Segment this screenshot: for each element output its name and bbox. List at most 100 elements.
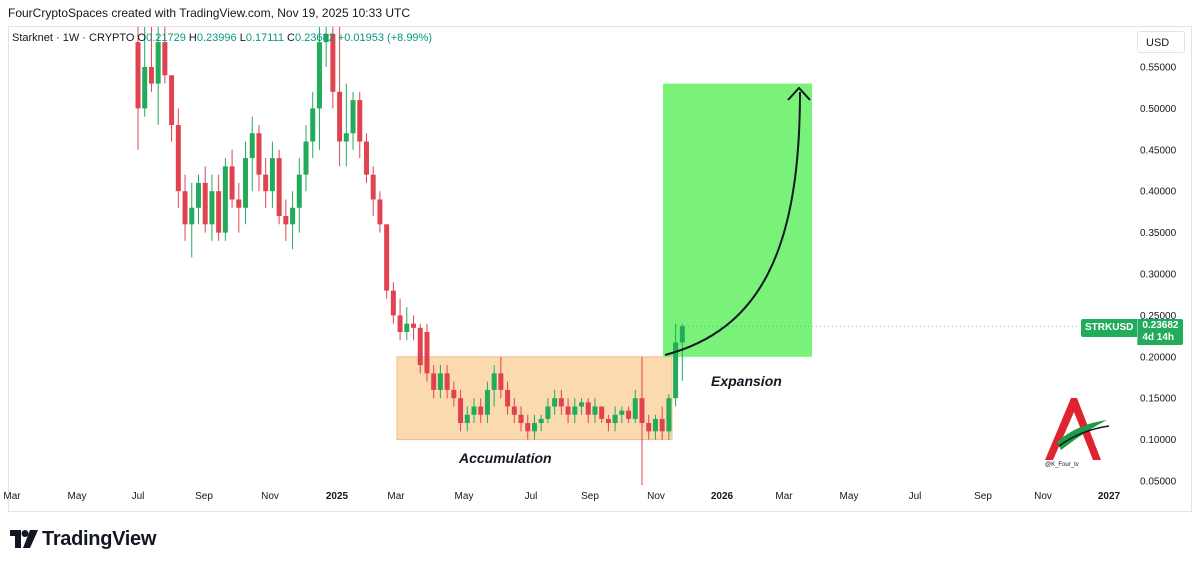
expansion-arrow (664, 91, 801, 356)
candle-body (626, 410, 632, 419)
candle-body (585, 402, 591, 415)
candle-body (572, 406, 578, 415)
candle-body (377, 199, 383, 225)
candle-body (189, 207, 195, 225)
candle-body (283, 216, 289, 225)
candle-body (498, 373, 504, 390)
candle-body (552, 398, 558, 407)
accumulation-label: Accumulation (459, 450, 552, 466)
candle-body (155, 42, 161, 84)
x-axis-tick-label: Mar (387, 491, 405, 502)
y-axis-tick-label: 0.20000 (1140, 352, 1177, 363)
candle-body (337, 91, 343, 142)
price-tag-symbol: STRKUSD (1081, 319, 1138, 337)
price-tag-value: 0.23682 4d 14h (1137, 319, 1183, 345)
candle-body (673, 342, 679, 399)
candle-body (195, 182, 201, 208)
y-axis-tick-label: 0.10000 (1140, 435, 1177, 446)
candle-body (464, 414, 470, 424)
candle-body (296, 174, 302, 208)
y-axis-tick-label: 0.55000 (1140, 63, 1177, 74)
y-axis-tick-label: 0.35000 (1140, 228, 1177, 239)
y-axis-tick-label: 0.25000 (1140, 311, 1177, 322)
candle-body (505, 389, 511, 407)
candle-body (162, 42, 168, 76)
candle-body (222, 166, 228, 233)
brand-name: TradingView (42, 527, 157, 550)
x-axis-tick-label: Mar (775, 491, 793, 502)
candle-body (310, 108, 316, 142)
candle-body (411, 323, 417, 328)
candle-body (417, 327, 423, 366)
candle-body (525, 423, 531, 432)
legend-close: 0.23682 (294, 32, 335, 44)
candle-body (148, 67, 154, 84)
candle-body (484, 389, 490, 415)
candle-body (263, 174, 269, 192)
candle-body (531, 423, 537, 432)
candle-body (646, 423, 652, 432)
candle-body (666, 398, 672, 432)
candle-body (659, 418, 665, 432)
y-axis-tick-label: 0.30000 (1140, 270, 1177, 281)
price-tag-price: 0.23682 (1142, 320, 1179, 331)
expansion-arrow-head (787, 86, 811, 101)
candle-body (363, 141, 369, 175)
candle-body (518, 414, 524, 424)
candle-body (169, 75, 175, 125)
candle-body (216, 191, 222, 233)
candle-body (142, 67, 148, 109)
candle-body (390, 290, 396, 316)
candle-body (323, 33, 329, 43)
candle-body (303, 141, 309, 175)
y-axis-tick-label: 0.15000 (1140, 394, 1177, 405)
candle-body (290, 207, 296, 225)
x-axis-tick-label: May (68, 491, 87, 502)
candle-body (276, 158, 282, 217)
x-axis-tick-label: 2025 (326, 491, 349, 502)
candle-body (612, 414, 618, 424)
candle-body (424, 331, 430, 374)
legend-open-label: O (137, 32, 147, 44)
x-axis-tick-label: Sep (195, 491, 213, 502)
y-axis-tick-label: 0.40000 (1140, 187, 1177, 198)
y-axis-tick-label: 0.45000 (1140, 145, 1177, 156)
last-price-tag: STRKUSD 0.23682 4d 14h (1081, 319, 1183, 345)
legend-low: 0.17111 (245, 32, 284, 44)
candle-body (558, 398, 564, 407)
candle-body (545, 406, 551, 419)
candle-body (343, 133, 349, 142)
price-tag-countdown: 4d 14h (1142, 332, 1175, 343)
candle-body (437, 373, 443, 390)
currency-button[interactable]: USD (1137, 31, 1185, 53)
chart-legend: Starknet · 1W · CRYPTO O0.21729 H0.23996… (12, 32, 432, 44)
candle-body (397, 315, 403, 332)
chart-frame (8, 26, 1192, 512)
x-axis-tick-label: Nov (647, 491, 665, 502)
chart-attribution: FourCryptoSpaces created with TradingVie… (8, 6, 410, 20)
candle-body (679, 326, 685, 343)
candle-body (491, 373, 497, 390)
legend-symbol: Starknet · 1W · CRYPTO (12, 32, 135, 44)
legend-high-label: H (188, 32, 197, 44)
x-axis-tick-label: Mar (3, 491, 21, 502)
x-axis-tick-label: Jul (909, 491, 922, 502)
candle-body (592, 406, 598, 415)
candle-body (269, 158, 275, 192)
x-axis-tick-label: May (455, 491, 474, 502)
legend-change: +0.01953 (+8.99%) (337, 32, 432, 44)
candle-body (209, 191, 215, 225)
legend-close-label: C (287, 32, 295, 44)
x-axis-tick-label: Jul (132, 491, 145, 502)
candle-body (243, 158, 249, 208)
candle-body (350, 100, 356, 134)
candle-body (599, 406, 605, 419)
candle-body (639, 398, 645, 424)
candle-body (511, 406, 517, 415)
candle-body (236, 199, 242, 208)
x-axis-tick-label: Sep (974, 491, 992, 502)
tradingview-logo-icon (10, 530, 38, 548)
candle-body (256, 133, 262, 175)
tradingview-logo[interactable]: TradingView (10, 526, 156, 552)
